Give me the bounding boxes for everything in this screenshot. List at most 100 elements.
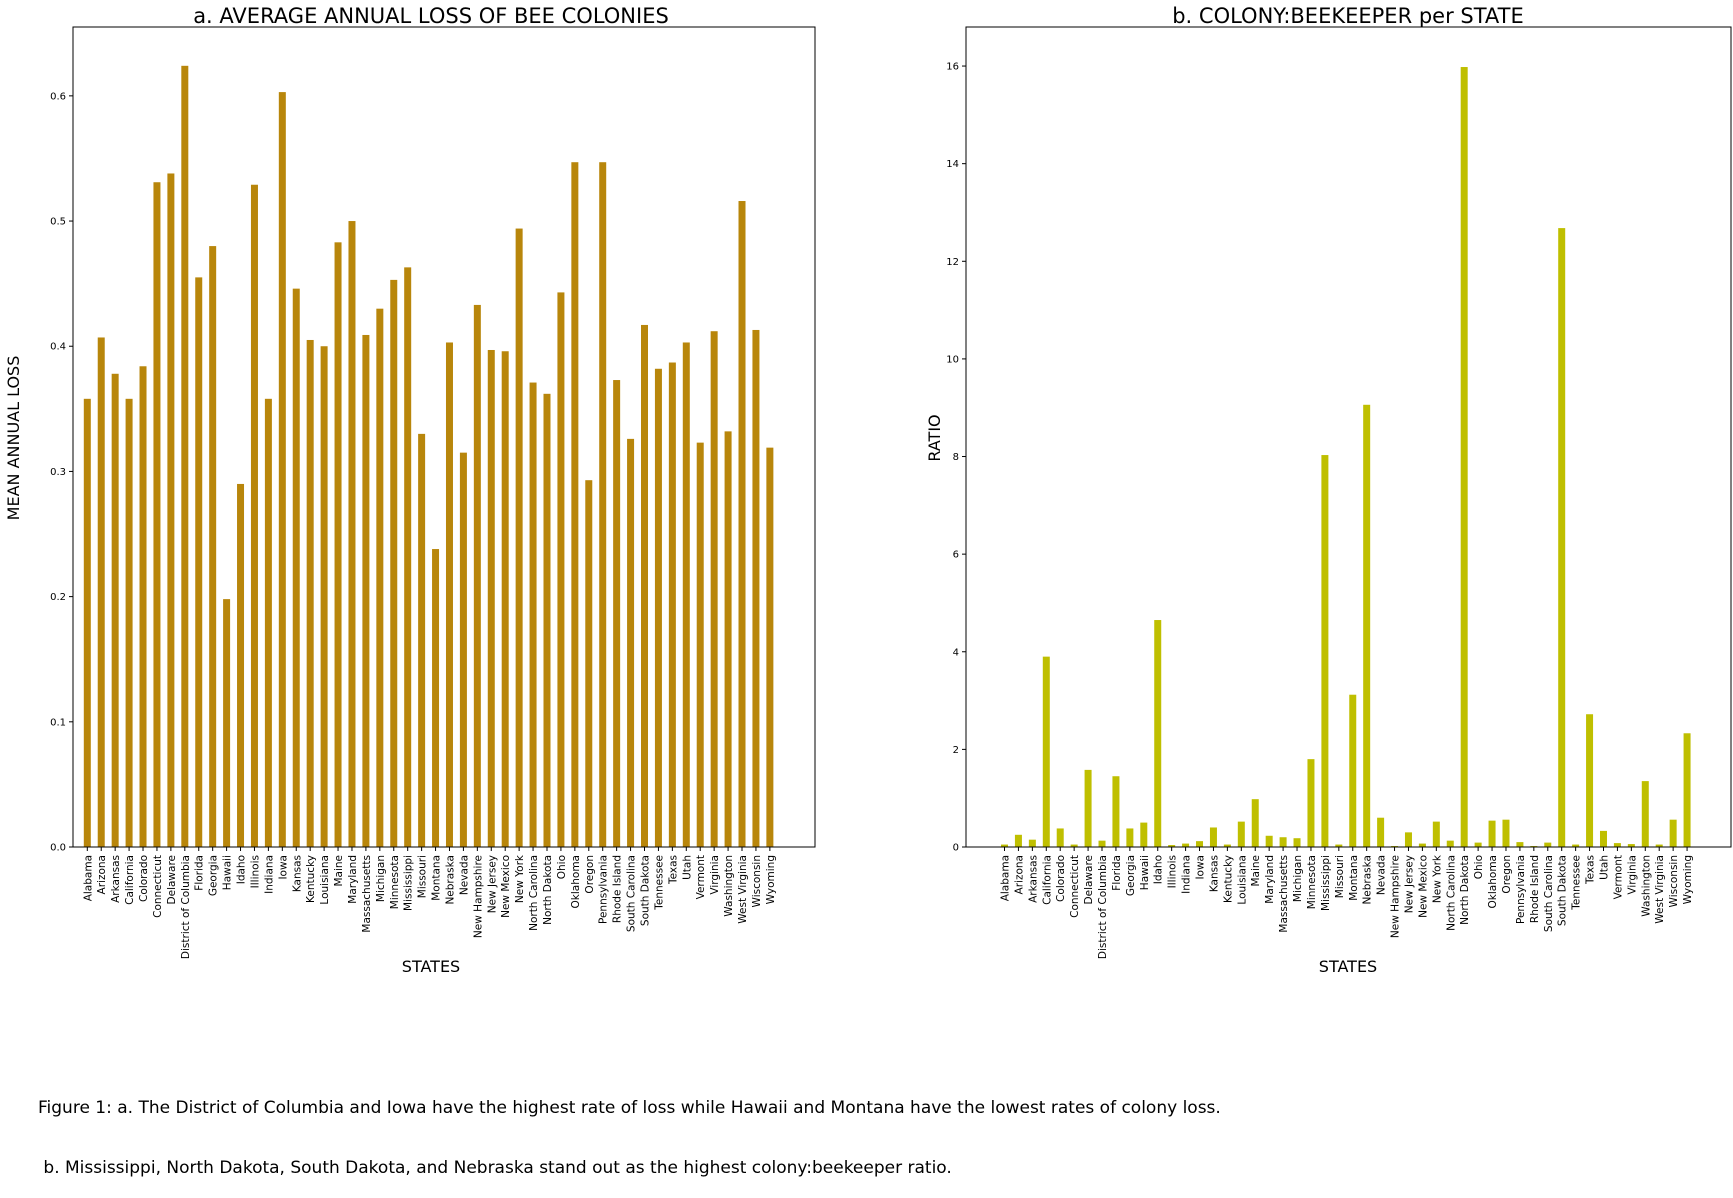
x-tick-label: South Carolina (626, 855, 638, 932)
x-tick-label: California (124, 855, 136, 905)
x-tick-label: Kentucky (305, 855, 317, 903)
x-tick-label: New York (1431, 854, 1443, 903)
bar-a (153, 182, 161, 848)
x-tick-label: Alabama (1000, 855, 1012, 901)
chart-a-title: a. AVERAGE ANNUAL LOSS OF BEE COLONIES (193, 4, 669, 28)
bar-b (1377, 817, 1385, 847)
bar-b (1655, 844, 1663, 847)
bar-a (250, 184, 258, 847)
x-tick-label: Colorado (1055, 855, 1067, 902)
bar-a (83, 398, 91, 847)
bar-a (599, 162, 607, 847)
x-tick-label: Alabama (82, 855, 94, 901)
x-tick-label: Massachusetts (361, 855, 373, 933)
x-tick-label: Montana (431, 855, 443, 901)
bar-a (724, 431, 732, 847)
bar-a (766, 447, 774, 847)
x-tick-label: New Hampshire (1390, 855, 1402, 938)
x-tick-label: New Jersey (486, 855, 498, 913)
bar-a (557, 292, 565, 848)
bar-b (1237, 821, 1245, 847)
bar-b (1446, 840, 1454, 847)
x-tick-label: Connecticut (152, 855, 164, 918)
chart-a-y-axis-label: MEAN ANNUAL LOSS (4, 356, 23, 521)
x-tick-label: Minnesota (389, 855, 401, 909)
bar-b (1335, 844, 1343, 847)
chart-a-plot-frame (72, 26, 816, 848)
x-tick-label: Delaware (1083, 855, 1095, 904)
bar-a (752, 329, 760, 848)
chart-a-x-axis-label: STATES (402, 957, 460, 976)
chart-b-ratio: b. COLONY:BEEKEEPER per STATE RATIO STAT… (925, 4, 1732, 976)
bar-a (641, 324, 648, 847)
bar-a (613, 380, 621, 847)
bar-b (1293, 838, 1301, 847)
bar-a (139, 366, 147, 847)
bar-a (111, 373, 119, 847)
x-tick-label: Utah (1598, 855, 1610, 880)
bar-b (1488, 820, 1496, 847)
bar-b (1558, 228, 1566, 848)
x-tick-label: District of Columbia (180, 855, 192, 959)
x-tick-label: New Hampshire (472, 855, 484, 938)
x-tick-label: Utah (681, 855, 693, 880)
x-tick-label: Rhode Island (1529, 855, 1541, 923)
y-tick-label: 14 (946, 159, 959, 170)
bar-a (223, 599, 231, 847)
bar-b (1641, 781, 1649, 847)
bar-a (404, 267, 412, 847)
caption-line-1: Figure 1: a. The District of Columbia an… (38, 1098, 1221, 1118)
bar-a (292, 288, 300, 847)
bar-a (195, 277, 203, 847)
y-tick-label: 8 (953, 452, 959, 463)
bar-a (418, 433, 426, 847)
y-tick-label: 0.1 (50, 717, 66, 728)
bar-a (181, 65, 189, 848)
bar-a (445, 342, 453, 847)
chart-b-y-axis-label: RATIO (925, 414, 944, 461)
y-tick-label: 0.2 (50, 592, 66, 603)
x-tick-label: Massachusetts (1278, 855, 1290, 933)
bar-b (1404, 832, 1412, 847)
x-tick-label: Washington (1640, 855, 1652, 917)
bar-b (1182, 843, 1190, 847)
y-tick-label: 2 (953, 745, 959, 756)
bar-b (1223, 844, 1231, 847)
x-tick-label: South Dakota (1557, 855, 1569, 926)
bar-b (1432, 821, 1440, 847)
x-tick-label: Virginia (1626, 855, 1638, 895)
bar-b (1349, 694, 1357, 847)
bar-a (710, 331, 718, 847)
x-tick-label: Illinois (249, 855, 261, 888)
x-tick-label: Wisconsin (1668, 855, 1680, 907)
bar-b (1683, 733, 1691, 847)
y-tick-label: 6 (953, 550, 959, 561)
x-tick-label: California (1041, 855, 1053, 905)
x-tick-label: Nebraska (1362, 855, 1374, 905)
bar-a (682, 342, 690, 847)
x-tick-label: Indiana (263, 855, 275, 894)
x-tick-label: Oregon (584, 855, 596, 894)
bar-a (125, 398, 133, 847)
x-tick-label: Rhode Island (612, 855, 624, 923)
y-tick-label: 16 (946, 62, 959, 73)
bar-a (334, 242, 342, 847)
x-tick-label: South Carolina (1543, 855, 1555, 932)
bar-b (1572, 844, 1580, 847)
x-tick-label: Indiana (1181, 855, 1193, 894)
bar-b (1126, 828, 1134, 847)
bar-b (1196, 841, 1204, 847)
x-tick-label: Maine (1250, 855, 1262, 887)
bar-b (1307, 759, 1315, 847)
y-tick-label: 12 (946, 257, 959, 268)
x-tick-label: South Dakota (640, 855, 652, 926)
bar-a (696, 442, 704, 847)
x-tick-label: Montana (1348, 855, 1360, 901)
x-tick-label: Missouri (1334, 855, 1346, 898)
bar-b (1279, 837, 1287, 847)
x-tick-label: Michigan (1292, 855, 1304, 902)
figure: a. AVERAGE ANNUAL LOSS OF BEE COLONIES M… (4, 4, 1732, 976)
x-tick-label: Iowa (277, 855, 289, 880)
x-tick-label: Oklahoma (1487, 855, 1499, 908)
x-tick-label: Florida (194, 855, 206, 891)
